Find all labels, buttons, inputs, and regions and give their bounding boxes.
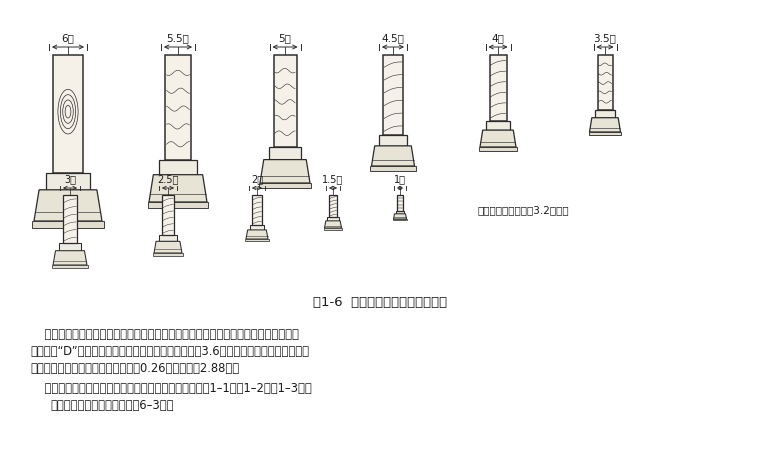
Bar — [595, 110, 615, 118]
Bar — [159, 235, 177, 241]
Bar — [258, 183, 312, 188]
Bar — [59, 243, 81, 251]
Bar — [329, 195, 337, 217]
Bar — [379, 135, 407, 146]
Text: （清营造尺每寸等于3.2厘米）: （清营造尺每寸等于3.2厘米） — [478, 205, 570, 215]
Polygon shape — [325, 221, 341, 228]
Polygon shape — [34, 190, 102, 221]
Bar — [53, 55, 83, 173]
Bar — [32, 221, 103, 228]
Text: 小式建筑模数是由设计人员确定的，通常是在确定了开间尺寸或柱高尺寸以后，才确: 小式建筑模数是由设计人员确定的，通常是在确定了开间尺寸或柱高尺寸以后，才确 — [30, 328, 299, 341]
Bar — [589, 132, 621, 135]
Bar — [162, 195, 174, 235]
Polygon shape — [480, 130, 516, 147]
Polygon shape — [372, 146, 414, 166]
Text: 3.5寸: 3.5寸 — [594, 33, 616, 43]
Text: 1寸: 1寸 — [394, 174, 406, 184]
Bar — [328, 217, 338, 221]
Text: 2.5寸: 2.5寸 — [157, 174, 179, 184]
Bar — [159, 160, 197, 175]
Polygon shape — [154, 241, 182, 253]
Text: 4.5寸: 4.5寸 — [382, 33, 404, 43]
Bar — [63, 195, 77, 243]
Bar — [52, 265, 88, 268]
Text: 径之间的比例关系，求出柱径尺寸为0.26米，柱高为2.88米。: 径之间的比例关系，求出柱径尺寸为0.26米，柱高为2.88米。 — [30, 362, 239, 375]
Bar — [245, 239, 268, 241]
Bar — [397, 195, 403, 211]
Text: 6寸: 6寸 — [62, 33, 74, 43]
Bar — [274, 55, 296, 147]
Text: 3寸: 3寸 — [64, 174, 76, 184]
Text: 5寸: 5寸 — [279, 33, 291, 43]
Text: （斗拱权衡尺寸表见第六章表6–3）。: （斗拱权衡尺寸表见第六章表6–3）。 — [50, 399, 173, 412]
Polygon shape — [590, 118, 620, 132]
Polygon shape — [53, 251, 87, 265]
Text: 定檐柱径“D”的具体尺寸。如果定一幢建筑明间面阀为3.6米，则可根据面阀、柱高与柱: 定檐柱径“D”的具体尺寸。如果定一幢建筑明间面阀为3.6米，则可根据面阀、柱高与… — [30, 345, 309, 358]
Bar — [250, 225, 264, 230]
Bar — [252, 195, 262, 225]
Bar — [269, 147, 301, 160]
Bar — [324, 228, 342, 230]
Bar — [479, 147, 517, 151]
Text: 1.5寸: 1.5寸 — [322, 174, 344, 184]
Bar — [147, 202, 208, 208]
Bar — [489, 55, 506, 121]
Text: 图1-6  清式建筑斗口的十一个等级: 图1-6 清式建筑斗口的十一个等级 — [313, 296, 447, 310]
Bar — [393, 219, 407, 220]
Polygon shape — [394, 214, 407, 219]
Bar — [597, 55, 613, 110]
Polygon shape — [260, 160, 310, 183]
Bar — [165, 55, 191, 160]
Polygon shape — [246, 230, 268, 239]
Text: 2寸: 2寸 — [251, 174, 263, 184]
Bar — [46, 173, 90, 190]
Bar — [486, 121, 510, 130]
Bar — [383, 55, 403, 135]
Bar — [396, 211, 404, 214]
Text: 大、小式建筑各部构件尺寸，详见构件权衡尺寸表（表1–1，表1–2，表1–3）。: 大、小式建筑各部构件尺寸，详见构件权衡尺寸表（表1–1，表1–2，表1–3）。 — [30, 382, 312, 395]
Polygon shape — [149, 175, 207, 202]
Bar — [154, 253, 182, 256]
Text: 5.5寸: 5.5寸 — [166, 33, 189, 43]
Text: 4寸: 4寸 — [492, 33, 505, 43]
Bar — [370, 166, 416, 171]
